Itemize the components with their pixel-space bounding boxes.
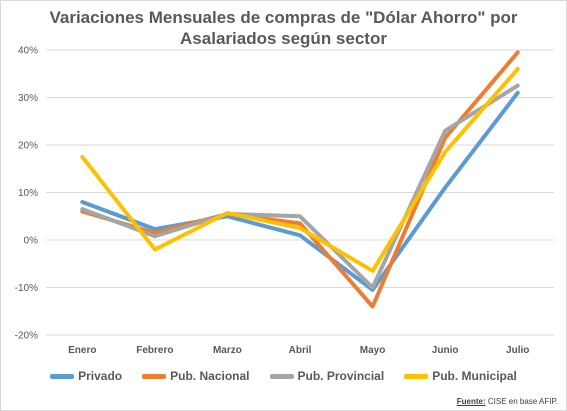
chart-title: Variaciones Mensuales de compras de "Dól…: [1, 7, 566, 49]
x-tick-label: Enero: [68, 345, 96, 356]
source-note: Fuente: CISE en base AFIP.: [457, 397, 558, 406]
y-tick-label: 0%: [24, 236, 39, 247]
x-tick-label: Abril: [289, 345, 312, 356]
legend-label: Pub. Municipal: [432, 369, 517, 383]
x-tick-label: Marzo: [213, 345, 242, 356]
legend-item: Privado: [50, 369, 122, 383]
series-line-pub-municipal: [80, 67, 520, 273]
legend-label: Pub. Provincial: [297, 369, 385, 383]
legend-swatch: [142, 373, 167, 379]
chart-legend: Privado Pub. Nacional Pub. Provincial Pub. …: [1, 369, 566, 383]
y-tick-label: -20%: [15, 331, 38, 342]
series-line-pub-provincial: [80, 83, 520, 290]
y-tick-label: 40%: [18, 46, 38, 57]
legend-label: Privado: [78, 369, 123, 383]
y-tick-label: 10%: [18, 188, 38, 199]
legend-swatch: [404, 373, 429, 379]
x-tick-label: Julio: [506, 345, 529, 356]
x-tick-label: Mayo: [360, 345, 386, 356]
y-tick-label: -10%: [15, 283, 38, 294]
legend-swatch: [50, 373, 75, 379]
legend-label: Pub. Nacional: [170, 369, 250, 383]
chart-title-line-2: Asalariados según sector: [180, 29, 387, 48]
y-tick-label: 30%: [18, 93, 38, 104]
source-text: CISE en base AFIP.: [485, 397, 558, 406]
legend-item: Pub. Provincial: [269, 369, 385, 383]
chart-title-line-1: Variaciones Mensuales de compras de "Dól…: [49, 8, 518, 27]
series-line-privado: [80, 90, 520, 292]
legend-swatch: [269, 373, 294, 379]
source-label: Fuente:: [456, 397, 486, 406]
legend-item: Pub. Municipal: [404, 369, 517, 383]
series-line-pub-nacional: [80, 50, 520, 309]
x-tick-label: Febrero: [136, 345, 173, 356]
y-tick-label: 20%: [18, 141, 38, 152]
x-tick-label: Junio: [432, 345, 459, 356]
legend-item: Pub. Nacional: [142, 369, 250, 383]
